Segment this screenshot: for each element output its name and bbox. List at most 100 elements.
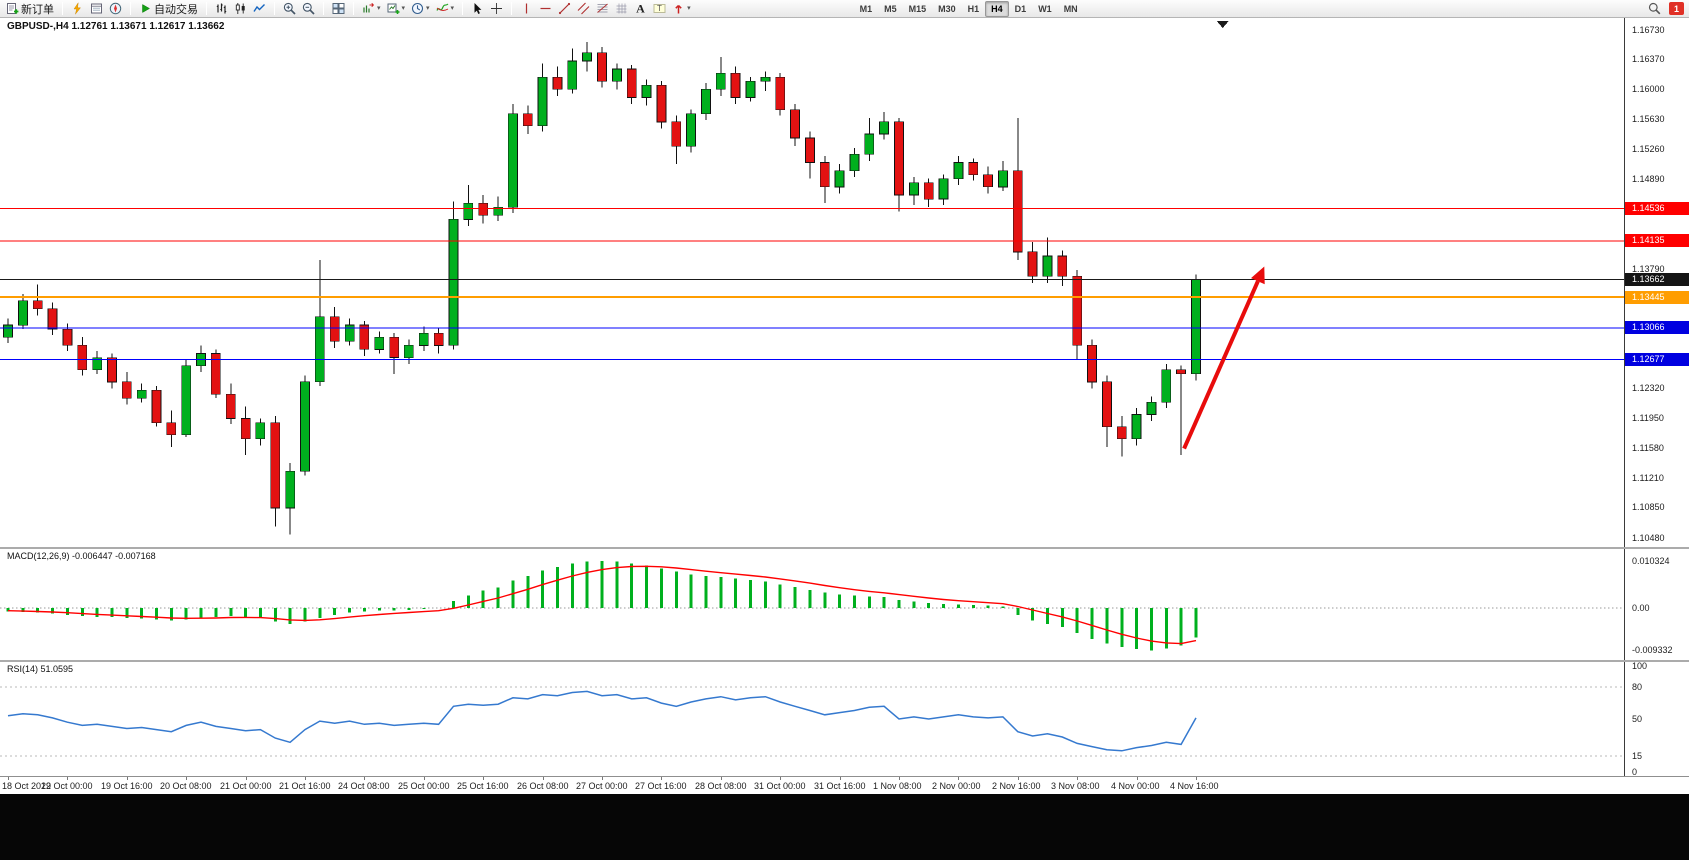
new-chart-button[interactable]: ▾ xyxy=(384,1,409,17)
time-tick xyxy=(186,777,187,780)
data-window-button[interactable] xyxy=(87,1,106,17)
svg-text:T: T xyxy=(657,4,662,13)
market-watch-button[interactable] xyxy=(68,1,87,17)
price-axis-label: 1.14890 xyxy=(1632,174,1665,185)
rsi-scale-label: 50 xyxy=(1632,713,1643,724)
price-tag: 1.13662 xyxy=(1625,272,1689,286)
time-axis-label: 28 Oct 08:00 xyxy=(695,781,747,791)
indicators-icon xyxy=(435,3,448,12)
time-tick xyxy=(127,777,128,780)
macd-signal-line xyxy=(7,565,1197,645)
timeframe-button-m30[interactable]: M30 xyxy=(938,3,956,14)
price-axis[interactable]: 1.16730 1.16370 1.16000 1.15630 1.15260 1.148… xyxy=(1624,18,1689,777)
toolbar-separator xyxy=(62,2,63,15)
macd-panel[interactable]: MACD(12,26,9) -0.006447 -0.007168 xyxy=(0,549,1624,660)
chart-workspace: GBPUSD-,H4 1.12761 1.13671 1.12617 1.136… xyxy=(0,18,1689,794)
navigator-button[interactable] xyxy=(106,1,125,17)
step-chart-button[interactable]: ▾ xyxy=(359,1,384,17)
rsi-line xyxy=(7,690,1197,752)
bars-chart-button[interactable] xyxy=(212,1,231,17)
chevron-down-icon: ▾ xyxy=(450,4,455,12)
candlestick-chart[interactable] xyxy=(0,18,1624,547)
price-tag: 1.13066 xyxy=(1625,321,1689,335)
toolbar-separator xyxy=(274,2,275,15)
timeframe-button-m15[interactable]: M15 xyxy=(908,3,927,14)
chart-shift-marker[interactable] xyxy=(1216,21,1229,28)
arrows-icon xyxy=(675,4,682,14)
timeframe-button-d1[interactable]: D1 xyxy=(1014,3,1027,14)
toolbar-separator xyxy=(323,2,324,15)
time-tick xyxy=(1018,777,1019,780)
main-chart-panel[interactable]: GBPUSD-,H4 1.12761 1.13671 1.12617 1.136… xyxy=(0,18,1624,547)
candle-chart-icon xyxy=(235,3,245,14)
hline-button[interactable] xyxy=(536,1,555,17)
toolbar-separator xyxy=(353,2,354,15)
time-axis-label: 4 Nov 00:00 xyxy=(1111,781,1160,791)
step-chart-icon xyxy=(363,2,374,13)
panel-divider[interactable] xyxy=(0,547,1689,549)
fibonacci-button[interactable] xyxy=(593,1,612,17)
price-axis-label: 1.11580 xyxy=(1632,443,1664,454)
time-axis[interactable]: 18 Oct 2022 19 Oct 00:00 19 Oct 16:00 20 Oc… xyxy=(0,776,1689,794)
panel-divider[interactable] xyxy=(0,660,1689,662)
zoom-in-button[interactable] xyxy=(280,1,299,17)
macd-chart[interactable] xyxy=(0,549,1624,660)
time-tick xyxy=(1196,777,1197,780)
time-axis-label: 21 Oct 16:00 xyxy=(279,781,331,791)
time-tick xyxy=(602,777,603,780)
svg-text:A: A xyxy=(636,2,645,15)
new-order-button[interactable]: 新订单 xyxy=(3,1,57,17)
time-axis-label: 2 Nov 00:00 xyxy=(932,781,981,791)
trendline-button[interactable] xyxy=(555,1,574,17)
price-axis-label: 1.10480 xyxy=(1632,532,1665,543)
time-tick xyxy=(424,777,425,780)
timeframe-button-w1[interactable]: W1 xyxy=(1038,3,1052,14)
grid-button[interactable] xyxy=(612,1,631,17)
time-tick xyxy=(780,777,781,780)
timeframe-button-mn[interactable]: MN xyxy=(1063,3,1078,14)
candles xyxy=(3,42,1201,535)
channel-icon xyxy=(577,2,590,15)
text-label-button[interactable]: T xyxy=(650,1,669,17)
time-tick xyxy=(840,777,841,780)
time-axis-label: 25 Oct 00:00 xyxy=(398,781,450,791)
tile-windows-button[interactable] xyxy=(329,1,348,17)
news-badge[interactable]: 1 xyxy=(1669,2,1684,15)
autotrade-play-icon xyxy=(142,4,151,13)
periods-clock-button[interactable]: ▾ xyxy=(408,1,433,17)
rsi-chart[interactable] xyxy=(0,662,1624,776)
time-tick xyxy=(8,777,9,780)
arrows-button[interactable]: ▾ xyxy=(669,1,694,17)
trend-arrow[interactable] xyxy=(1182,266,1265,450)
grid-icon xyxy=(616,3,627,14)
background-strip xyxy=(0,794,1689,860)
rsi-scale-label: 15 xyxy=(1632,750,1643,761)
autotrade-play-button[interactable]: 自动交易 xyxy=(136,1,201,17)
crosshair-button[interactable] xyxy=(487,1,506,17)
toolbar-button-label: 自动交易 xyxy=(154,3,198,16)
time-axis-label: 27 Oct 16:00 xyxy=(635,781,687,791)
cursor-icon xyxy=(474,3,482,14)
timeframe-button-m5[interactable]: M5 xyxy=(884,3,897,14)
rsi-panel[interactable]: RSI(14) 51.0595 xyxy=(0,662,1624,776)
time-tick xyxy=(246,777,247,780)
channel-button[interactable] xyxy=(574,1,593,17)
time-tick xyxy=(67,777,68,780)
timeframe-button-h4[interactable]: H4 xyxy=(985,0,1009,17)
line-chart-button[interactable] xyxy=(250,1,269,17)
timeframe-button-m1[interactable]: M1 xyxy=(859,3,873,14)
price-tag: 1.13445 xyxy=(1625,290,1689,304)
macd-scale-label: -0.009332 xyxy=(1632,645,1673,655)
tile-windows-icon xyxy=(332,3,345,14)
time-axis-label: 18 Oct 2022 xyxy=(2,781,52,791)
text-a-button[interactable]: A xyxy=(631,1,650,17)
vline-button[interactable] xyxy=(517,1,536,17)
zoom-out-button[interactable] xyxy=(299,1,318,17)
price-axis-label: 1.15630 xyxy=(1632,113,1665,124)
search-button[interactable] xyxy=(1645,1,1664,17)
candle-chart-button[interactable] xyxy=(231,1,250,17)
timeframe-button-h1[interactable]: H1 xyxy=(967,3,980,14)
indicators-button[interactable]: ▾ xyxy=(433,1,458,17)
price-tag: 1.14135 xyxy=(1625,234,1689,248)
cursor-button[interactable] xyxy=(468,1,487,17)
